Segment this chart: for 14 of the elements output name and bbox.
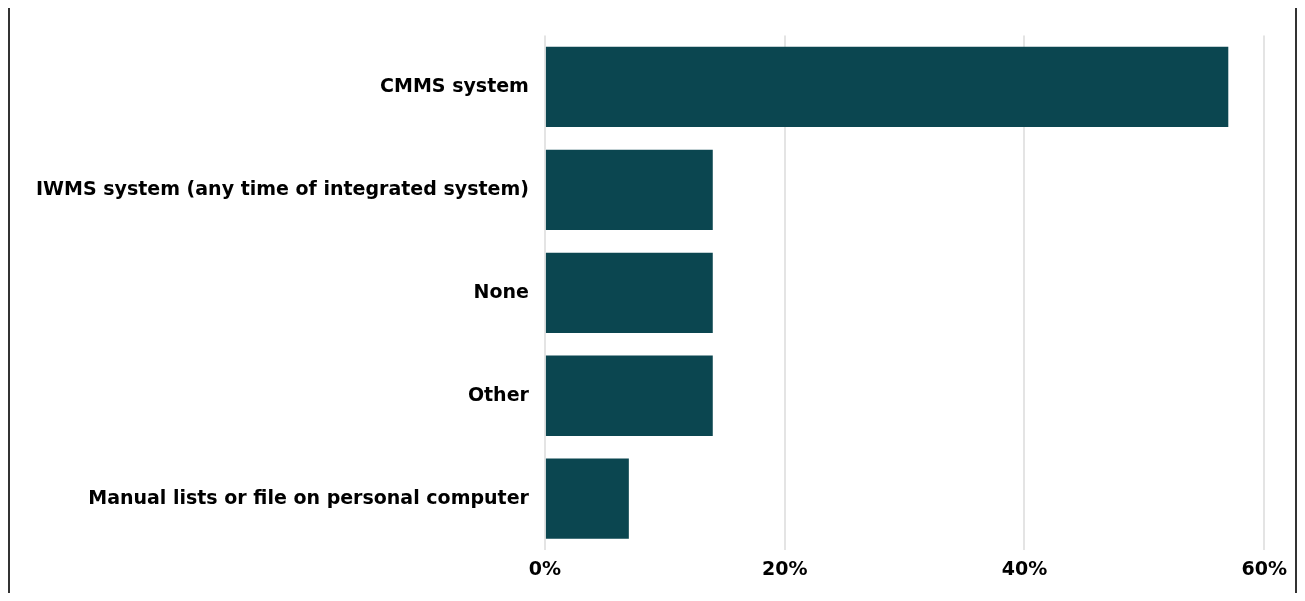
x-tick-label: 60%: [1241, 556, 1287, 579]
bar: [545, 458, 629, 539]
y-tick-label: Manual lists or file on personal computer: [88, 485, 530, 508]
x-tick-label: 20%: [761, 556, 808, 579]
y-tick-label: CMMS system: [380, 73, 529, 96]
x-tick-label: 0%: [528, 556, 562, 579]
bar: [545, 252, 713, 333]
y-tick-label: None: [473, 279, 529, 302]
bar: [545, 355, 713, 436]
y-tick-label: IWMS system (any time of integrated system): [35, 176, 529, 199]
x-tick-label: 40%: [1001, 556, 1048, 579]
y-tick-label: Other: [467, 382, 530, 405]
bar: [545, 46, 1229, 128]
bar: [545, 149, 713, 230]
